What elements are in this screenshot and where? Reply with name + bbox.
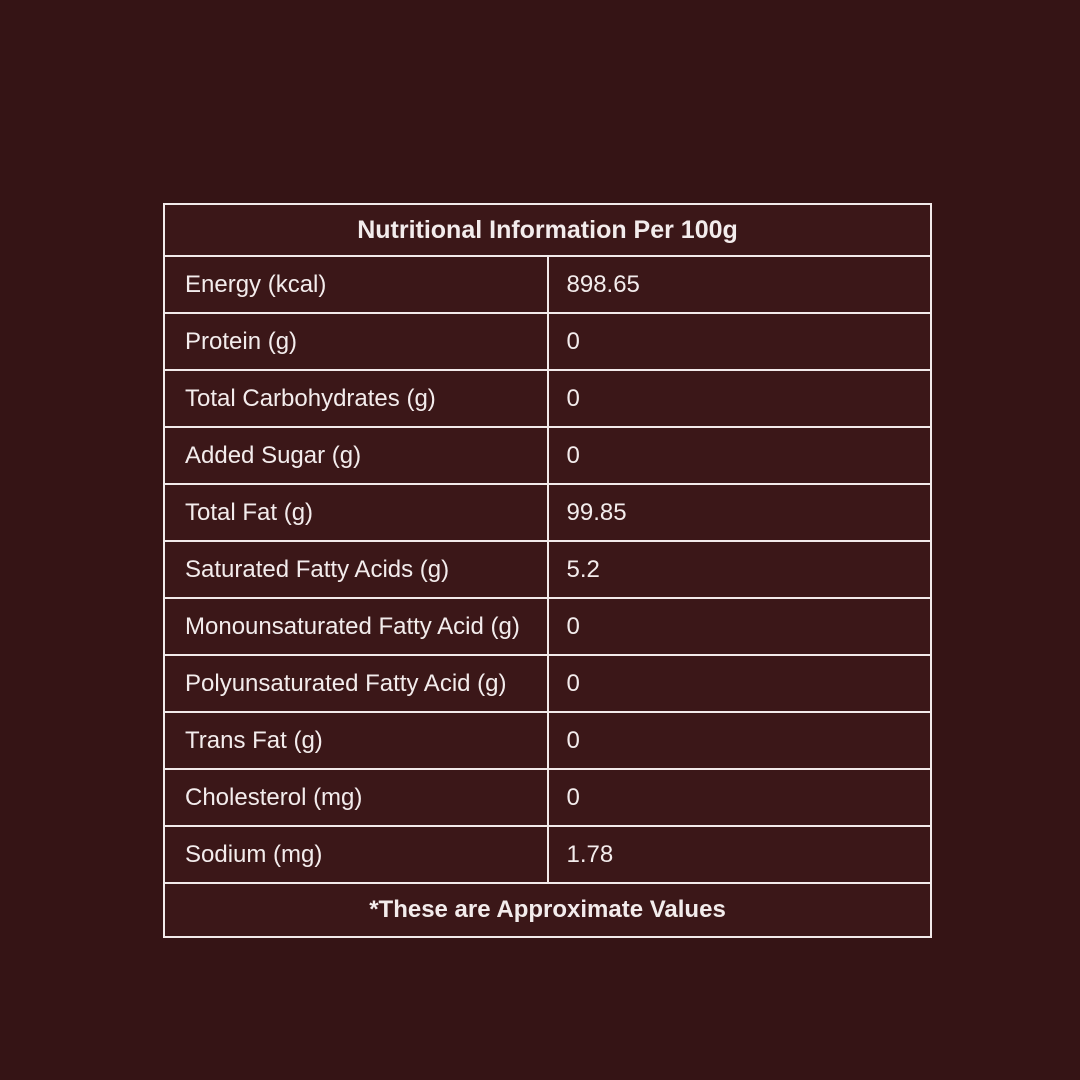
table-row: Polyunsaturated Fatty Acid (g) 0	[163, 654, 932, 713]
nutrient-value: 0	[546, 426, 932, 485]
nutrient-label: Monounsaturated Fatty Acid (g)	[163, 597, 549, 656]
nutrient-label: Sodium (mg)	[163, 825, 549, 884]
table-footer-row: *These are Approximate Values	[163, 882, 932, 938]
nutrient-value: 0	[546, 768, 932, 827]
nutrient-value: 0	[546, 369, 932, 428]
table-row: Saturated Fatty Acids (g) 5.2	[163, 540, 932, 599]
nutrient-label: Polyunsaturated Fatty Acid (g)	[163, 654, 549, 713]
table-row: Total Carbohydrates (g) 0	[163, 369, 932, 428]
nutrient-value: 99.85	[546, 483, 932, 542]
nutrient-label: Saturated Fatty Acids (g)	[163, 540, 549, 599]
nutrition-table: Nutritional Information Per 100g Energy …	[163, 203, 932, 938]
nutrient-value: 898.65	[546, 255, 932, 314]
table-title: Nutritional Information Per 100g	[163, 203, 932, 257]
nutrient-label: Protein (g)	[163, 312, 549, 371]
nutrient-value: 1.78	[546, 825, 932, 884]
table-row: Protein (g) 0	[163, 312, 932, 371]
nutrient-value: 5.2	[546, 540, 932, 599]
nutrient-label: Trans Fat (g)	[163, 711, 549, 770]
table-row: Sodium (mg) 1.78	[163, 825, 932, 884]
nutrient-label: Energy (kcal)	[163, 255, 549, 314]
nutrient-label: Cholesterol (mg)	[163, 768, 549, 827]
nutrient-label: Total Carbohydrates (g)	[163, 369, 549, 428]
table-row: Added Sugar (g) 0	[163, 426, 932, 485]
table-row: Cholesterol (mg) 0	[163, 768, 932, 827]
nutrient-value: 0	[546, 597, 932, 656]
table-row: Trans Fat (g) 0	[163, 711, 932, 770]
table-row: Monounsaturated Fatty Acid (g) 0	[163, 597, 932, 656]
table-row: Total Fat (g) 99.85	[163, 483, 932, 542]
nutrient-value: 0	[546, 312, 932, 371]
nutrient-label: Total Fat (g)	[163, 483, 549, 542]
table-header-row: Nutritional Information Per 100g	[163, 203, 932, 257]
table-row: Energy (kcal) 898.65	[163, 255, 932, 314]
nutrient-value: 0	[546, 654, 932, 713]
nutrient-value: 0	[546, 711, 932, 770]
footnote: *These are Approximate Values	[163, 882, 932, 938]
nutrient-label: Added Sugar (g)	[163, 426, 549, 485]
nutrition-table-body: Nutritional Information Per 100g Energy …	[163, 203, 932, 938]
